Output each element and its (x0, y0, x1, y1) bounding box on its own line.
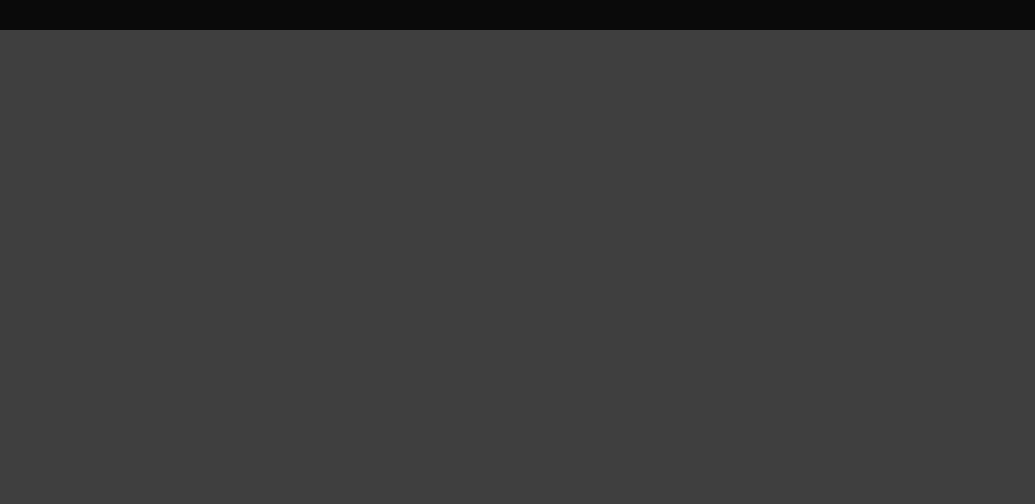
top-control-bar (0, 0, 1035, 30)
